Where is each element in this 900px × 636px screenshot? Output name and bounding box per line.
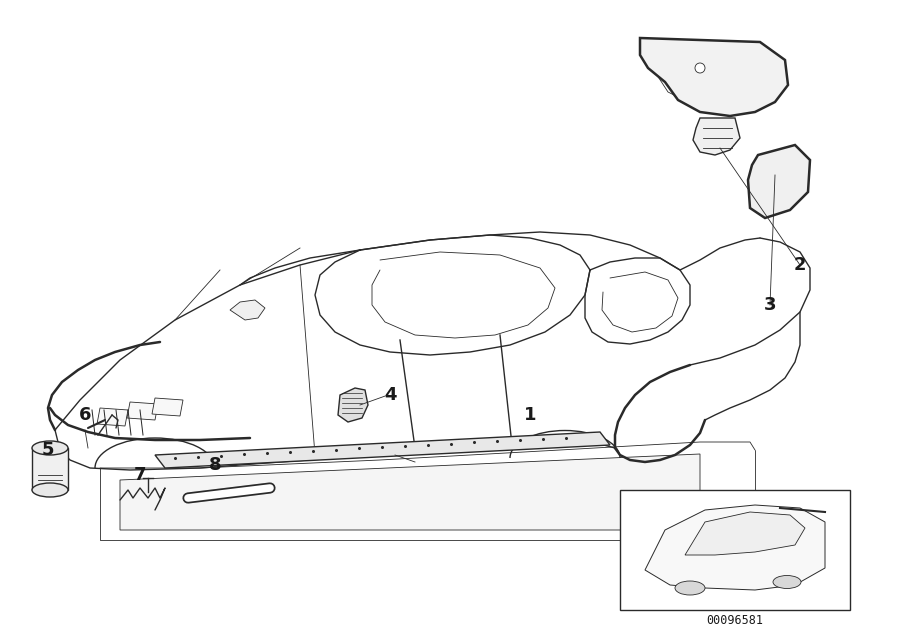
Polygon shape xyxy=(685,512,805,555)
Bar xyxy=(620,490,850,610)
Polygon shape xyxy=(748,145,810,218)
Polygon shape xyxy=(97,408,128,426)
Polygon shape xyxy=(230,300,265,320)
Text: 4: 4 xyxy=(383,386,396,404)
Polygon shape xyxy=(127,402,158,420)
Polygon shape xyxy=(640,38,788,116)
Text: 2: 2 xyxy=(794,256,806,274)
Ellipse shape xyxy=(32,483,68,497)
Polygon shape xyxy=(120,454,700,530)
Polygon shape xyxy=(693,118,740,155)
Polygon shape xyxy=(32,448,68,490)
Text: 1: 1 xyxy=(524,406,536,424)
Ellipse shape xyxy=(32,441,68,455)
Polygon shape xyxy=(152,398,183,416)
Polygon shape xyxy=(155,432,610,468)
Text: 7: 7 xyxy=(134,466,146,484)
Text: 6: 6 xyxy=(79,406,91,424)
Text: 5: 5 xyxy=(41,441,54,459)
Text: 3: 3 xyxy=(764,296,776,314)
Circle shape xyxy=(695,63,705,73)
Polygon shape xyxy=(645,505,825,590)
Polygon shape xyxy=(338,388,368,422)
Ellipse shape xyxy=(773,576,801,588)
Text: 00096581: 00096581 xyxy=(706,614,763,626)
Text: 8: 8 xyxy=(209,456,221,474)
Ellipse shape xyxy=(675,581,705,595)
